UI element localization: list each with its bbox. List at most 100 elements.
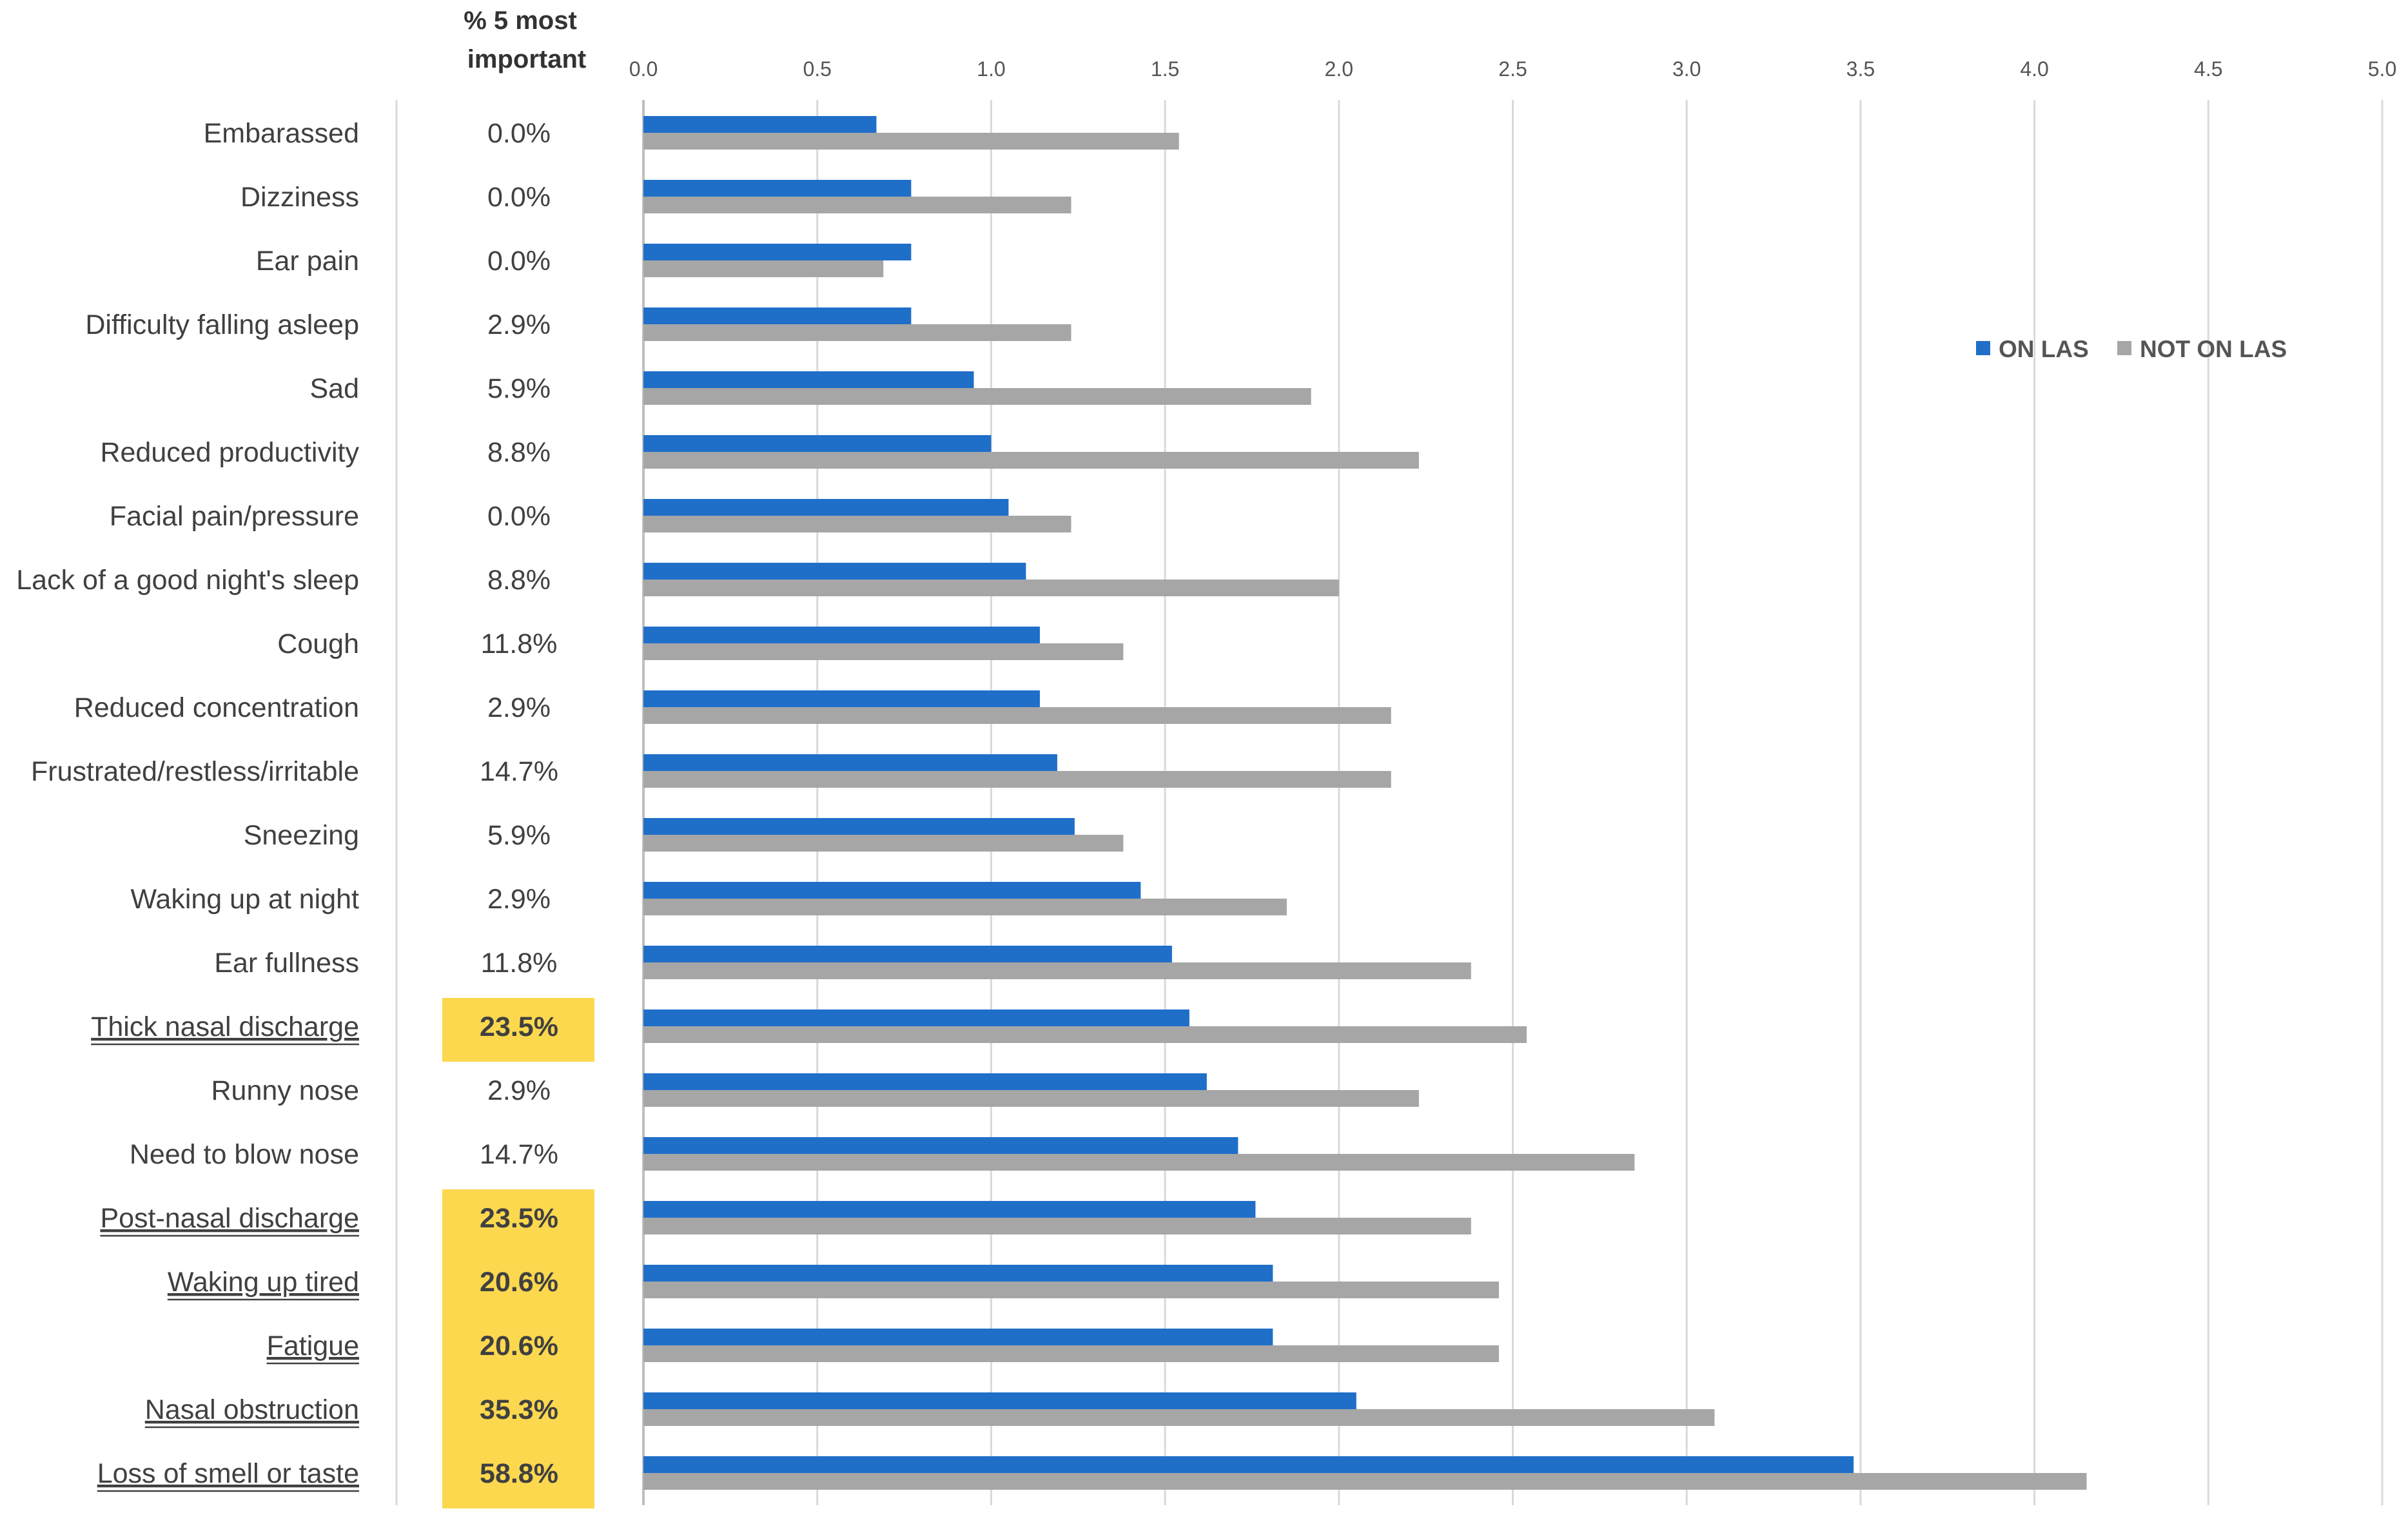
category-label: Runny nose <box>211 1075 360 1106</box>
category-label: Cough <box>277 629 359 659</box>
category-label: Embarassed <box>204 118 359 149</box>
legend-label-not-on-las: NOT ON LAS <box>2140 336 2287 362</box>
category-label: Need to blow nose <box>130 1139 359 1170</box>
pct-value: 5.9% <box>487 373 551 404</box>
bar-on-las <box>643 627 1040 643</box>
pct-highlight-box <box>442 998 594 1062</box>
pct-value: 14.7% <box>480 1139 558 1170</box>
pct-value: 0.0% <box>487 246 551 277</box>
category-label: Facial pain/pressure <box>110 501 359 532</box>
pct-value: 35.3% <box>480 1394 558 1425</box>
bar-not-on-las <box>643 1282 1499 1298</box>
bar-not-on-las <box>643 388 1311 405</box>
legend: ON LAS NOT ON LAS <box>1976 336 2287 362</box>
bar-on-las <box>643 1009 1189 1026</box>
bar-not-on-las <box>643 1090 1419 1107</box>
bar-on-las <box>643 1392 1356 1409</box>
bar-not-on-las <box>643 1154 1635 1171</box>
bar-not-on-las <box>643 643 1124 660</box>
category-label: Post-nasal discharge <box>100 1203 359 1234</box>
bar-on-las <box>643 882 1141 899</box>
pct-value: 23.5% <box>480 1203 558 1234</box>
pct-value: 2.9% <box>487 1075 551 1106</box>
labels: % 5 most important 0.0 0.5 1.0 1.5 2.0 2.5 3.0… <box>16 6 2396 1492</box>
pct-value: 8.8% <box>487 437 551 468</box>
category-label: Sad <box>309 373 359 404</box>
category-label: Reduced productivity <box>100 437 359 468</box>
x-tick-label: 3.0 <box>1672 57 1701 81</box>
bar-on-las <box>643 180 912 197</box>
bar-on-las <box>643 818 1075 835</box>
legend-swatch-not-on-las <box>2117 341 2131 355</box>
pct-value: 20.6% <box>480 1267 558 1298</box>
highlight-layer <box>442 998 594 1508</box>
bar-not-on-las <box>643 771 1391 788</box>
pct-value: 2.9% <box>487 884 551 915</box>
x-tick-label: 0.0 <box>629 57 658 81</box>
x-tick-label: 4.5 <box>2194 57 2222 81</box>
x-tick-label: 1.5 <box>1151 57 1179 81</box>
bar-not-on-las <box>643 1409 1715 1426</box>
bar-not-on-las <box>643 260 884 277</box>
pct-value: 0.0% <box>487 501 551 532</box>
x-tick-label: 0.5 <box>803 57 831 81</box>
x-tick-label: 1.0 <box>977 57 1005 81</box>
bar-not-on-las <box>643 197 1072 213</box>
category-label: Nasal obstruction <box>145 1394 359 1425</box>
bar-on-las <box>643 435 992 452</box>
bar-on-las <box>643 1456 1854 1473</box>
bar-not-on-las <box>643 1345 1499 1362</box>
category-label: Sneezing <box>244 820 359 851</box>
bars <box>643 116 2087 1490</box>
bar-on-las <box>643 1073 1207 1090</box>
bar-on-las <box>643 690 1040 707</box>
legend-swatch-on-las <box>1976 341 1990 355</box>
legend-label-on-las: ON LAS <box>1999 336 2089 362</box>
bar-not-on-las <box>643 452 1419 469</box>
category-label: Fatigue <box>267 1331 359 1361</box>
x-tick-label: 4.0 <box>2020 57 2048 81</box>
bar-not-on-las <box>643 516 1072 532</box>
pct-value: 23.5% <box>480 1011 558 1042</box>
bar-on-las <box>643 499 1009 516</box>
bar-on-las <box>643 1265 1273 1282</box>
pct-highlight-box <box>442 1189 594 1508</box>
category-label: Difficulty falling asleep <box>85 309 359 340</box>
bar-on-las <box>643 116 877 133</box>
x-tick-label: 2.0 <box>1325 57 1353 81</box>
bar-not-on-las <box>643 707 1391 724</box>
pct-value: 2.9% <box>487 309 551 340</box>
category-label: Waking up tired <box>168 1267 359 1298</box>
bar-not-on-las <box>643 1218 1471 1234</box>
bar-not-on-las <box>643 133 1179 150</box>
pct-column-header-line2: important <box>467 45 586 73</box>
category-label: Reduced concentration <box>74 692 359 723</box>
pct-value: 11.8% <box>481 948 558 979</box>
category-label: Loss of smell or taste <box>97 1458 359 1489</box>
bar-on-las <box>643 244 912 260</box>
x-tick-label: 3.5 <box>1846 57 1875 81</box>
bar-on-las <box>643 307 912 324</box>
pct-value: 2.9% <box>487 692 551 723</box>
bar-not-on-las <box>643 580 1339 596</box>
bar-on-las <box>643 563 1026 580</box>
bar-not-on-las <box>643 1026 1527 1043</box>
bar-not-on-las <box>643 324 1072 341</box>
bar-on-las <box>643 1201 1256 1218</box>
bar-on-las <box>643 1329 1273 1345</box>
pct-column-header-line1: % 5 most <box>464 6 577 35</box>
category-label: Thick nasal discharge <box>91 1011 359 1042</box>
bar-not-on-las <box>643 835 1124 852</box>
x-tick-label: 5.0 <box>2368 57 2396 81</box>
pct-value: 5.9% <box>487 820 551 851</box>
category-label: Waking up at night <box>130 884 359 915</box>
bar-on-las <box>643 371 974 388</box>
category-label: Dizziness <box>240 182 359 213</box>
pct-value: 8.8% <box>487 565 551 596</box>
pct-value: 20.6% <box>480 1331 558 1361</box>
x-tick-label: 2.5 <box>1498 57 1527 81</box>
bar-on-las <box>643 754 1057 771</box>
pct-value: 58.8% <box>480 1458 558 1489</box>
bar-not-on-las <box>643 899 1287 915</box>
bar-not-on-las <box>643 1473 2087 1490</box>
